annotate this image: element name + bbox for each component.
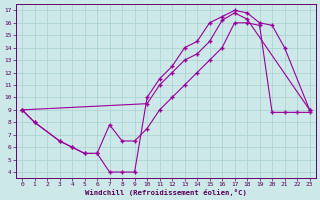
X-axis label: Windchill (Refroidissement éolien,°C): Windchill (Refroidissement éolien,°C) — [85, 189, 247, 196]
